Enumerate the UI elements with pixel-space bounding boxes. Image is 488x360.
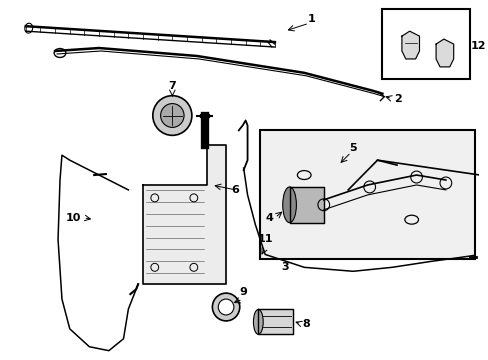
Circle shape <box>152 96 191 135</box>
Polygon shape <box>143 145 225 284</box>
Text: 8: 8 <box>302 319 309 329</box>
Text: 12: 12 <box>469 41 485 51</box>
Circle shape <box>160 104 183 127</box>
Polygon shape <box>401 31 419 59</box>
Circle shape <box>212 293 239 321</box>
Ellipse shape <box>282 187 296 223</box>
Text: 5: 5 <box>348 143 356 153</box>
Circle shape <box>218 299 233 315</box>
Polygon shape <box>258 309 292 334</box>
Text: 7: 7 <box>168 81 176 91</box>
Text: 11: 11 <box>257 234 272 244</box>
Text: 10: 10 <box>66 213 81 223</box>
Polygon shape <box>289 187 323 223</box>
Text: 3: 3 <box>280 262 288 272</box>
Text: 6: 6 <box>230 185 238 195</box>
Polygon shape <box>435 39 453 67</box>
Ellipse shape <box>253 310 263 334</box>
Bar <box>382 9 469 79</box>
Text: 9: 9 <box>239 287 247 297</box>
Text: 2: 2 <box>393 94 401 104</box>
Text: 1: 1 <box>307 14 315 24</box>
Text: 4: 4 <box>264 213 272 223</box>
Bar <box>260 130 474 260</box>
